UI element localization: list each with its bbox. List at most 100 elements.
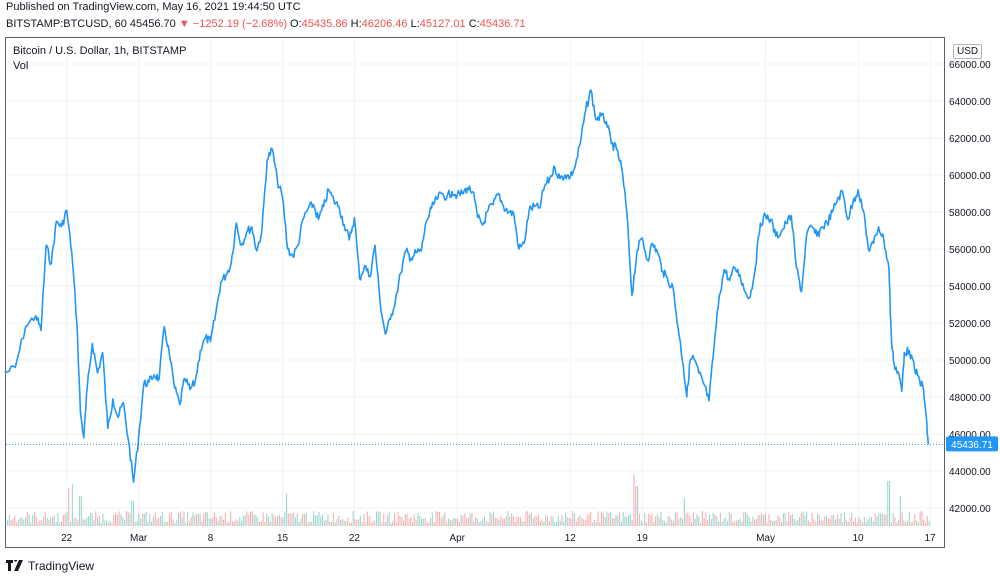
volume-bar [392, 520, 394, 526]
y-tick-label: 46000.00 [949, 430, 991, 441]
volume-bar [143, 513, 145, 526]
volume-bar [338, 515, 340, 526]
volume-bar [131, 501, 133, 526]
volume-bar [397, 512, 399, 526]
volume-bar [806, 511, 808, 526]
volume-bar [682, 518, 684, 526]
volume-bar [617, 515, 619, 526]
volume-bar [583, 519, 585, 526]
volume-bar [449, 519, 451, 526]
grid-lines [6, 38, 944, 526]
volume-bar [111, 522, 113, 526]
volume-bar [593, 520, 595, 526]
high-value: 46206.46 [361, 18, 408, 30]
volume-bar [300, 518, 302, 526]
volume-bar [120, 514, 122, 526]
volume-bar [730, 513, 732, 526]
volume-bar [309, 521, 311, 526]
volume-bar [500, 516, 502, 526]
volume-bar [800, 512, 802, 526]
volume-label: Vol [13, 60, 29, 72]
chart-pane[interactable] [5, 37, 945, 548]
volume-bar [811, 513, 813, 526]
x-tick-label: 17 [924, 533, 936, 544]
volume-bar [813, 519, 815, 526]
volume-bar [638, 513, 640, 526]
volume-bar [97, 517, 99, 526]
currency-button[interactable]: USD [953, 44, 983, 59]
volume-bar [262, 512, 264, 526]
volume-bar [824, 516, 826, 526]
volume-bar [664, 521, 666, 526]
volume-bar [511, 513, 513, 526]
volume-bar [404, 514, 406, 526]
volume-bar [818, 515, 820, 526]
volume-bar [10, 520, 12, 526]
volume-bar [66, 511, 68, 526]
volume-bar [455, 518, 457, 526]
volume-bar [602, 513, 604, 526]
volume-bar [282, 517, 284, 526]
x-tick-label: Apr [449, 533, 465, 544]
volume-bar [658, 517, 660, 526]
volume-bar [786, 521, 788, 526]
volume-bar [176, 519, 178, 526]
volume-bar [777, 515, 779, 526]
volume-bar [847, 521, 849, 526]
volume-bar [849, 517, 851, 526]
volume-bar [352, 511, 354, 526]
volume-bar [719, 512, 721, 526]
volume-bar [844, 512, 846, 526]
volume-bar [572, 511, 574, 526]
volume-bar [50, 517, 52, 526]
chart-title: Bitcoin / U.S. Dollar, 1h, BITSTAMP [13, 45, 187, 57]
volume-bar [187, 512, 189, 526]
volume-bar [854, 517, 856, 526]
volume-bar [295, 517, 297, 526]
volume-bar [394, 513, 396, 526]
volume-bar [712, 512, 714, 526]
volume-bar [93, 520, 95, 526]
volume-bar [91, 513, 93, 526]
volume-bar [815, 521, 817, 526]
volume-bar [725, 517, 727, 526]
volume-bar [161, 512, 163, 526]
volume-bar [23, 519, 25, 526]
volume-bar [349, 522, 351, 526]
volume-bar [129, 512, 131, 526]
volume-bar [401, 517, 403, 526]
volume-bar [354, 518, 356, 526]
volume-bar [174, 522, 176, 526]
volume-bar [203, 513, 205, 526]
footer-brand[interactable]: TradingView [6, 558, 94, 574]
volume-bar [329, 521, 331, 526]
volume-bar [347, 517, 349, 526]
volume-bar [8, 514, 10, 526]
volume-bar [118, 511, 120, 526]
volume-bar [838, 518, 840, 526]
volume-bar [698, 516, 700, 526]
volume-bar [323, 520, 325, 526]
volume-bar [548, 521, 550, 526]
volume-bar [667, 515, 669, 526]
volume-bar [368, 516, 370, 526]
volume-bar [350, 522, 352, 526]
volume-bar [376, 511, 378, 526]
volume-bar [707, 519, 709, 526]
volume-bar [516, 516, 518, 526]
volume-bar [475, 517, 477, 526]
tradingview-logo-icon [6, 558, 24, 574]
volume-bar [426, 521, 428, 526]
volume-bar [766, 523, 768, 526]
volume-bar [656, 514, 658, 526]
volume-bar [732, 521, 734, 526]
volume-bar [379, 512, 381, 526]
price-series-line [4, 89, 930, 483]
volume-bar [122, 516, 124, 526]
volume-bar [178, 513, 180, 526]
volume-bar [304, 514, 306, 526]
volume-bar [755, 519, 757, 526]
volume-bar [633, 474, 635, 526]
volume-bar [228, 521, 230, 526]
